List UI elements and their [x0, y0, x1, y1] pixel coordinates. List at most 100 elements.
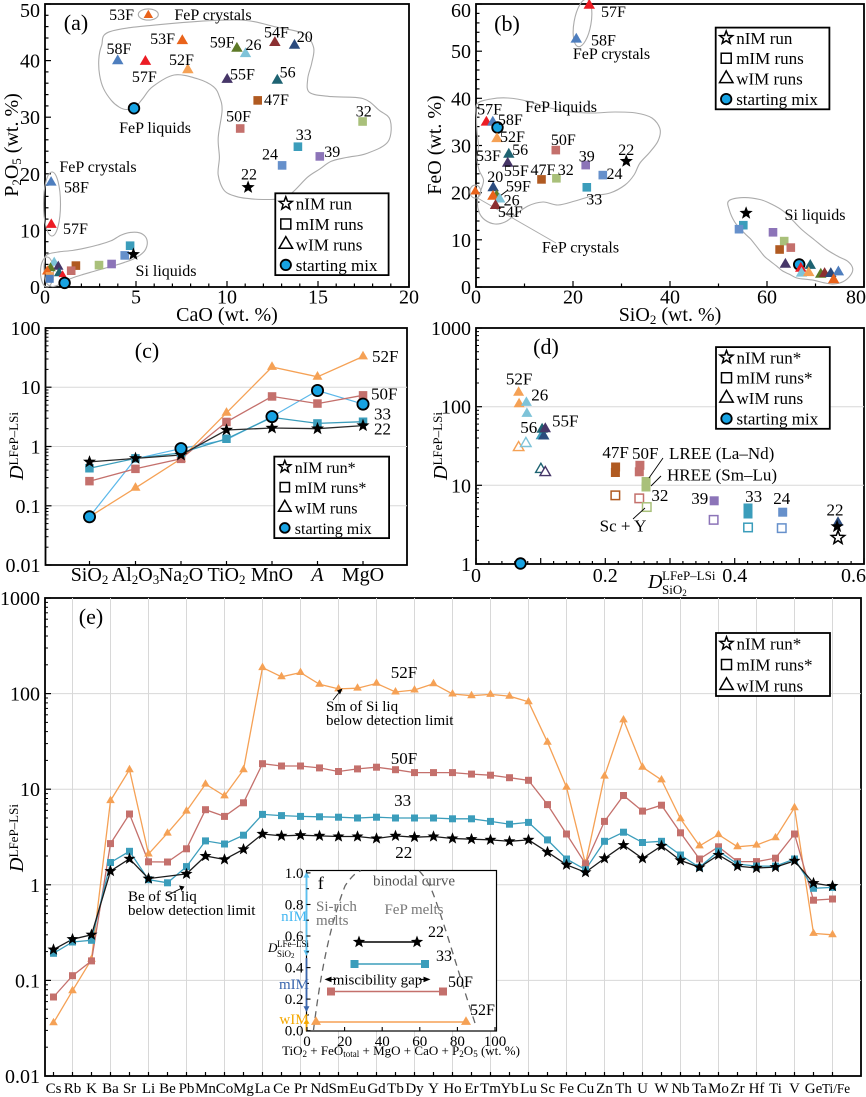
svg-text:0.2: 0.2 — [593, 565, 618, 587]
svg-text:33: 33 — [745, 487, 762, 506]
svg-text:52F: 52F — [506, 370, 532, 389]
svg-text:53F: 53F — [150, 31, 175, 48]
svg-text:20: 20 — [487, 169, 503, 186]
svg-text:53F: 53F — [109, 7, 134, 24]
svg-text:0: 0 — [40, 287, 50, 309]
svg-text:Na2O: Na2O — [159, 564, 203, 587]
svg-text:57F: 57F — [601, 4, 626, 21]
svg-text:50F: 50F — [371, 385, 397, 404]
svg-text:nIM run*: nIM run* — [295, 460, 356, 477]
svg-text:39: 39 — [579, 149, 595, 166]
svg-text:52F: 52F — [470, 1002, 495, 1019]
svg-text:Al2O3: Al2O3 — [112, 564, 159, 587]
svg-text:20: 20 — [297, 29, 313, 46]
svg-text:wIM runs: wIM runs — [736, 70, 803, 89]
svg-text:SiO2: SiO2 — [71, 564, 109, 587]
svg-text:0: 0 — [30, 277, 40, 299]
svg-text:Si liquids: Si liquids — [136, 263, 197, 280]
svg-text:Tb: Tb — [387, 1081, 404, 1097]
svg-text:FeP liquids: FeP liquids — [119, 120, 191, 137]
svg-text:20: 20 — [20, 164, 40, 186]
svg-text:P2O5 (wt. %): P2O5 (wt. %) — [1, 93, 24, 197]
svg-text:0.1: 0.1 — [16, 496, 41, 518]
svg-text:24: 24 — [262, 146, 278, 163]
svg-text:Th: Th — [615, 1081, 632, 1097]
svg-text:0.2: 0.2 — [285, 992, 304, 1008]
svg-text:10: 10 — [451, 475, 471, 497]
svg-text:Cu: Cu — [577, 1081, 595, 1097]
svg-text:15: 15 — [308, 287, 328, 309]
svg-text:below detection limit: below detection limit — [326, 713, 454, 729]
svg-text:nIM: nIM — [281, 909, 307, 925]
svg-text:Be: Be — [159, 1081, 176, 1097]
svg-text:wIM runs: wIM runs — [295, 501, 358, 518]
svg-text:60: 60 — [757, 287, 777, 309]
svg-text:50F: 50F — [632, 444, 658, 463]
svg-text:FeP crystals: FeP crystals — [59, 159, 136, 176]
svg-text:D: D — [267, 940, 278, 955]
svg-text:nIM run*: nIM run* — [737, 635, 802, 654]
svg-text:binodal curve: binodal curve — [373, 874, 455, 890]
svg-text:MnO: MnO — [251, 564, 293, 586]
svg-text:Rb: Rb — [64, 1081, 82, 1097]
svg-text:26: 26 — [246, 37, 262, 54]
svg-text:FeP melts: FeP melts — [384, 902, 443, 918]
svg-text:59F: 59F — [506, 179, 531, 196]
svg-text:V: V — [789, 1081, 800, 1097]
svg-text:Si liquids: Si liquids — [785, 207, 846, 224]
svg-text:FeP crystals: FeP crystals — [542, 240, 619, 257]
svg-text:Cs: Cs — [46, 1081, 62, 1097]
svg-text:0.01: 0.01 — [6, 555, 41, 577]
svg-text:(e): (e) — [79, 604, 103, 629]
svg-text:Co: Co — [216, 1081, 234, 1097]
svg-text:22: 22 — [618, 142, 634, 159]
svg-text:Ge: Ge — [805, 1081, 823, 1097]
svg-text:26: 26 — [531, 386, 548, 405]
svg-text:39: 39 — [324, 144, 340, 161]
svg-text:40: 40 — [451, 88, 471, 110]
svg-text:Gd: Gd — [367, 1081, 386, 1097]
svg-text:DLFeP–LSi: DLFeP–LSi — [6, 804, 28, 873]
svg-text:55F: 55F — [552, 412, 578, 431]
svg-text:Ho: Ho — [443, 1081, 461, 1097]
svg-text:mIM runs*: mIM runs* — [737, 656, 813, 675]
svg-text:47F: 47F — [264, 92, 289, 109]
svg-text:30: 30 — [20, 107, 40, 129]
svg-text:starting mix: starting mix — [737, 410, 819, 429]
svg-text:mIM runs: mIM runs — [736, 49, 804, 68]
svg-text:33: 33 — [394, 791, 411, 810]
svg-text:Sr: Sr — [123, 1081, 136, 1097]
svg-text:58F: 58F — [498, 112, 523, 129]
svg-text:20: 20 — [563, 287, 583, 309]
svg-text:1: 1 — [461, 554, 471, 576]
svg-text:Ti: Ti — [769, 1081, 782, 1097]
svg-text:47F: 47F — [531, 162, 556, 179]
svg-text:0.8: 0.8 — [285, 898, 304, 914]
svg-text:LFeP–LSi: LFeP–LSi — [662, 568, 716, 583]
svg-text:0.1: 0.1 — [15, 970, 40, 992]
svg-text:57F: 57F — [132, 69, 157, 86]
svg-text:55F: 55F — [230, 66, 255, 83]
svg-text:SiO2 (wt. %): SiO2 (wt. %) — [619, 304, 722, 327]
svg-text:10: 10 — [217, 287, 237, 309]
svg-text:1: 1 — [30, 875, 40, 897]
svg-text:26: 26 — [504, 192, 520, 209]
svg-text:HREE (Sm–Lu): HREE (Sm–Lu) — [667, 465, 777, 484]
svg-text:D: D — [647, 571, 663, 593]
svg-text:mIM runs*: mIM runs* — [295, 480, 367, 497]
svg-text:22: 22 — [395, 843, 412, 862]
svg-text:32: 32 — [558, 162, 574, 179]
svg-text:59F: 59F — [210, 35, 235, 52]
svg-text:miscibility gap: miscibility gap — [333, 973, 423, 989]
svg-text:(b): (b) — [494, 11, 520, 36]
svg-text:40: 40 — [375, 1034, 390, 1050]
svg-text:Lu: Lu — [520, 1081, 537, 1097]
svg-text:47F: 47F — [602, 443, 628, 462]
svg-text:54F: 54F — [498, 204, 523, 221]
svg-text:A: A — [309, 564, 324, 586]
svg-text:0.0: 0.0 — [285, 1024, 304, 1040]
svg-text:mIM: mIM — [279, 977, 309, 993]
svg-text:20: 20 — [451, 183, 471, 205]
svg-text:60: 60 — [451, 0, 471, 22]
svg-text:Ce: Ce — [273, 1081, 290, 1097]
